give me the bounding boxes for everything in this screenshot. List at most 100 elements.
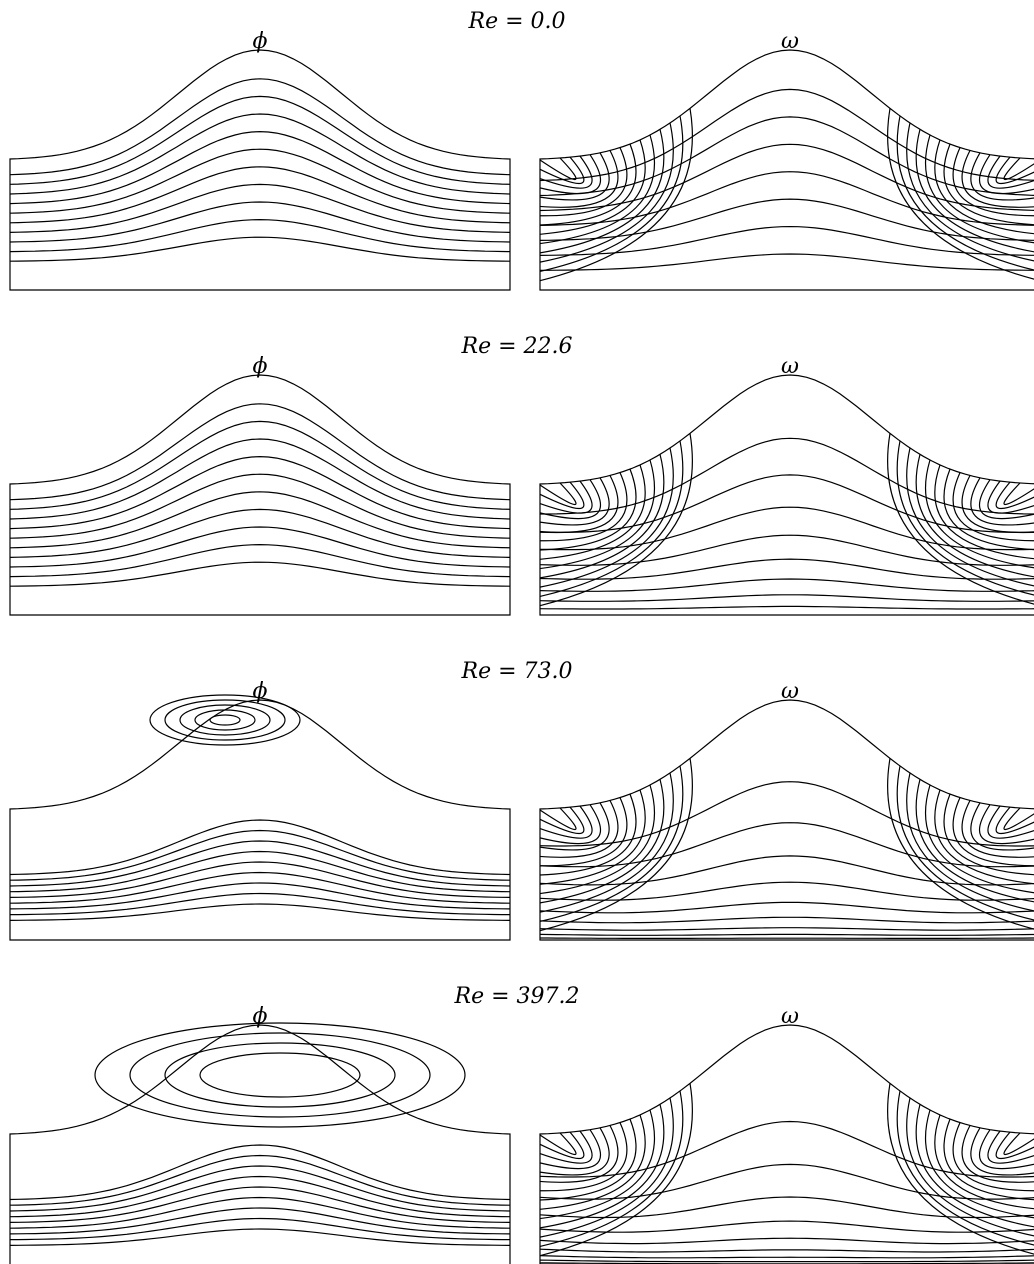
fan: [539, 459, 655, 570]
contour: [539, 916, 1034, 924]
contour: [539, 881, 1034, 901]
contour: [539, 171, 1034, 226]
contour: [9, 819, 511, 876]
fan: [539, 464, 646, 560]
fan: [906, 1097, 1034, 1237]
fan: [934, 139, 1034, 235]
contour: [539, 474, 1034, 534]
contour: [539, 822, 1034, 868]
fan: [1003, 1132, 1034, 1156]
fan: [987, 1130, 1034, 1164]
contour: [9, 561, 511, 587]
fan: [539, 475, 619, 533]
fan: [943, 468, 1034, 551]
contour: [9, 148, 511, 214]
phi-label: ϕ: [253, 29, 268, 54]
fan: [539, 1083, 693, 1257]
boundary: [539, 49, 1034, 291]
fan: [896, 115, 1034, 271]
contour: [539, 901, 1034, 914]
fan: [539, 1122, 628, 1192]
fan: [539, 807, 577, 831]
contour: [539, 198, 1034, 241]
fan: [887, 108, 1034, 280]
fan: [906, 122, 1034, 262]
contour: [9, 438, 511, 520]
fan: [952, 1122, 1034, 1192]
fan: [943, 1118, 1034, 1201]
fan: [539, 143, 637, 226]
contour: [539, 88, 1034, 182]
fan: [961, 150, 1034, 208]
fan: [539, 793, 637, 876]
fan: [539, 1118, 637, 1201]
contour: [539, 534, 1034, 566]
fan: [539, 480, 593, 514]
contour: [199, 1052, 361, 1098]
contour: [539, 1196, 1034, 1219]
fan: [539, 772, 674, 913]
fan: [539, 758, 693, 932]
contour: [539, 578, 1034, 592]
fan: [539, 1090, 684, 1248]
fan: [906, 447, 1034, 587]
fan: [539, 1114, 646, 1210]
fan: [539, 468, 637, 551]
fan: [952, 797, 1034, 867]
contour: [9, 201, 511, 243]
contour: [539, 1259, 1034, 1263]
fan: [539, 447, 674, 588]
contour: [9, 543, 511, 578]
fan: [539, 129, 665, 254]
fan: [995, 806, 1034, 835]
omega-label: ω: [781, 29, 799, 54]
contour: [9, 840, 511, 887]
fan: [952, 472, 1034, 542]
phi-label: ϕ: [253, 354, 268, 379]
fan: [539, 454, 665, 579]
fan: [987, 480, 1034, 514]
contour: [9, 903, 511, 921]
fan: [934, 1114, 1034, 1210]
fan: [887, 758, 1034, 930]
fan: [896, 1090, 1034, 1246]
contour: [9, 183, 511, 233]
fan: [995, 1131, 1034, 1160]
contour: [539, 1120, 1034, 1178]
contour: [540, 437, 1034, 515]
contour: [9, 113, 511, 195]
fan: [539, 1127, 610, 1176]
contour: [9, 130, 511, 205]
contour: [9, 473, 511, 539]
contour: [9, 403, 511, 501]
fan: [539, 789, 646, 885]
contour: [9, 1165, 511, 1212]
fan: [952, 147, 1034, 217]
fan: [539, 784, 655, 895]
fan: [979, 479, 1034, 520]
fan: [970, 152, 1034, 201]
fan: [1003, 807, 1034, 831]
row: Re = 0.0 ϕ ω: [9, 9, 1034, 291]
contour: [9, 218, 511, 253]
fan: [934, 789, 1034, 885]
boundary: [539, 374, 1034, 616]
contour: [9, 1144, 511, 1201]
contour: [9, 1207, 511, 1235]
fan: [925, 459, 1034, 569]
fan: [925, 134, 1034, 244]
fan: [915, 779, 1034, 903]
fan: [539, 1132, 577, 1156]
contour: [9, 95, 511, 185]
fan: [906, 772, 1034, 912]
row-title: Re = 73.0: [461, 659, 573, 684]
row: Re = 22.6 ϕ ω: [9, 334, 1034, 616]
fan: [539, 433, 693, 607]
contour: [539, 781, 1034, 847]
fan: [539, 154, 601, 195]
contour: [539, 1163, 1034, 1200]
fan: [896, 440, 1034, 596]
fan: [925, 1109, 1034, 1219]
fan: [539, 1131, 585, 1160]
omega-label: ω: [781, 354, 799, 379]
